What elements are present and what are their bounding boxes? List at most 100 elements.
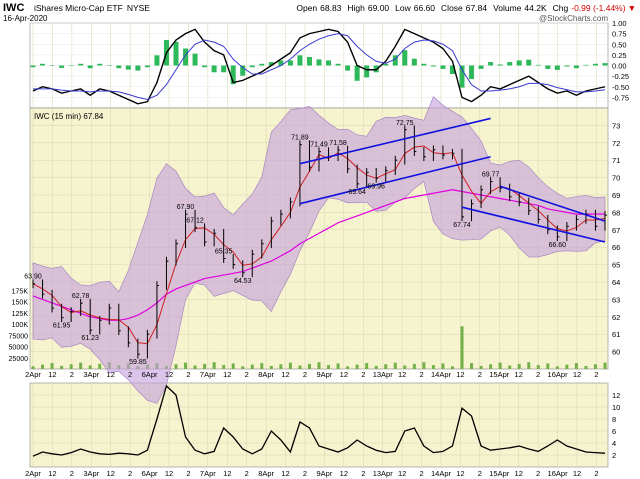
volume-bar	[31, 366, 35, 369]
price-annotation: 67.12	[186, 218, 204, 225]
volume-bar	[489, 364, 493, 369]
histogram-bar	[202, 65, 208, 68]
volume-bar	[431, 365, 435, 369]
volume-bar	[412, 363, 416, 369]
volume-bar	[288, 362, 292, 369]
price-annotation: 59.85	[129, 359, 147, 366]
histogram-bar	[221, 65, 227, 73]
x-tick-label: 2Apr	[25, 469, 41, 478]
price-y-tick-label: 72	[612, 139, 620, 148]
bottom-y-tick-label: 8	[612, 415, 616, 424]
histogram-bar	[469, 65, 475, 80]
x-tick-label: 2	[303, 469, 307, 478]
x-tick-label: 2	[128, 469, 132, 478]
x-tick-label: 15Apr	[489, 469, 510, 478]
histogram-bar	[259, 63, 265, 66]
volume-bar	[88, 365, 92, 369]
x-tick-label: 2	[186, 370, 190, 379]
volume-bar	[574, 363, 578, 369]
price-annotation: 63.90	[24, 274, 42, 281]
price-y-tick-label: 64	[612, 278, 620, 287]
volume-bar	[269, 365, 273, 369]
x-tick-label: 2	[419, 370, 423, 379]
price-annotation: 71.49	[310, 142, 328, 149]
x-tick-label: 2	[419, 469, 423, 478]
x-tick-label: 12	[515, 469, 523, 478]
volume-bar	[250, 364, 254, 369]
price-annotation: 66.60	[549, 242, 567, 249]
price-y-tick-label: 68	[612, 208, 620, 217]
volume-bar	[212, 362, 216, 369]
chart-date: 16-Apr-2020	[3, 14, 48, 23]
price-y-tick-label: 67	[612, 226, 620, 235]
price-annotation: 69.96	[367, 183, 385, 190]
x-tick-label: 12	[165, 469, 173, 478]
x-tick-label: 12	[281, 469, 289, 478]
price-y-tick-label: 61	[612, 330, 620, 339]
x-tick-label: 2	[594, 469, 598, 478]
volume-bar	[346, 366, 350, 369]
x-tick-label: 12	[573, 469, 581, 478]
histogram-bar	[583, 64, 589, 66]
volume-bar	[555, 366, 559, 369]
volume-bars	[31, 326, 607, 369]
histogram-bar	[383, 63, 389, 66]
histogram-bar	[144, 65, 150, 68]
histogram-bar	[592, 63, 598, 66]
histogram-bar	[183, 48, 189, 66]
top-y-tick-label: 1.00	[612, 19, 627, 28]
x-tick-label: 2	[361, 469, 365, 478]
volume-bar	[41, 364, 45, 369]
volume-bar	[222, 365, 226, 369]
volume-bar	[60, 365, 64, 369]
histogram-bar	[545, 65, 551, 69]
volume-tick-label: 175K	[12, 288, 29, 295]
histogram-bar	[125, 65, 131, 70]
price-annotation: 71.89	[291, 135, 309, 142]
top-y-tick-label: 0.50	[612, 40, 627, 49]
volume-bar	[422, 362, 426, 369]
volume-bar	[307, 363, 311, 369]
price-annotation: 64.53	[234, 278, 252, 285]
bottom-y-tick-label: 4	[612, 439, 616, 448]
price-annotation: 61.95	[53, 323, 71, 330]
histogram-bar	[421, 63, 427, 66]
volume-bar	[336, 363, 340, 369]
price-series: 63.90 62.78 61.95 61.23 59.85 67.90 67.12 65.35…	[24, 96, 607, 404]
price-annotation: 69.77	[482, 172, 500, 179]
x-tick-label: 13Apr	[373, 469, 394, 478]
price-annotation: 71.58	[329, 140, 347, 147]
x-tick-label: 12	[165, 370, 173, 379]
macd-line	[32, 28, 606, 105]
price-annotation: 62.78	[72, 293, 90, 300]
histogram-bar	[268, 62, 274, 66]
histogram-bar	[97, 63, 103, 66]
histogram-bar	[602, 63, 608, 66]
x-tick-label: 12	[340, 370, 348, 379]
ohlc-readout: Open 68.83 High 69.00 Low 66.60 Close 67.84 Volu…	[296, 3, 636, 13]
x-tick-label: 2	[594, 370, 598, 379]
x-tick-label: 12	[223, 469, 231, 478]
volume-bar	[546, 363, 550, 369]
histogram-bar	[497, 64, 503, 66]
volume-bar	[241, 366, 245, 369]
x-tick-label: 12	[398, 469, 406, 478]
histogram-bar	[49, 65, 55, 66]
histogram-bar	[78, 63, 84, 66]
x-tick-label: 12	[223, 370, 231, 379]
volume-bar	[517, 363, 521, 369]
x-tick-label: 15Apr	[489, 370, 510, 379]
volume-bar	[536, 365, 540, 369]
x-tick-label: 9Apr	[317, 370, 333, 379]
histogram-bar	[440, 65, 446, 69]
price-y-tick-label: 66	[612, 243, 620, 252]
x-tick-label: 3Apr	[83, 370, 99, 379]
trendline	[299, 155, 491, 205]
histogram-bar	[554, 65, 560, 70]
volume-bar	[203, 363, 207, 369]
price-annotation: 67.74	[453, 222, 471, 229]
price-annotation: 69.64	[348, 189, 366, 196]
x-tick-label: 2	[303, 370, 307, 379]
volume-bar	[98, 363, 102, 369]
x-tick-label: 12	[48, 370, 56, 379]
